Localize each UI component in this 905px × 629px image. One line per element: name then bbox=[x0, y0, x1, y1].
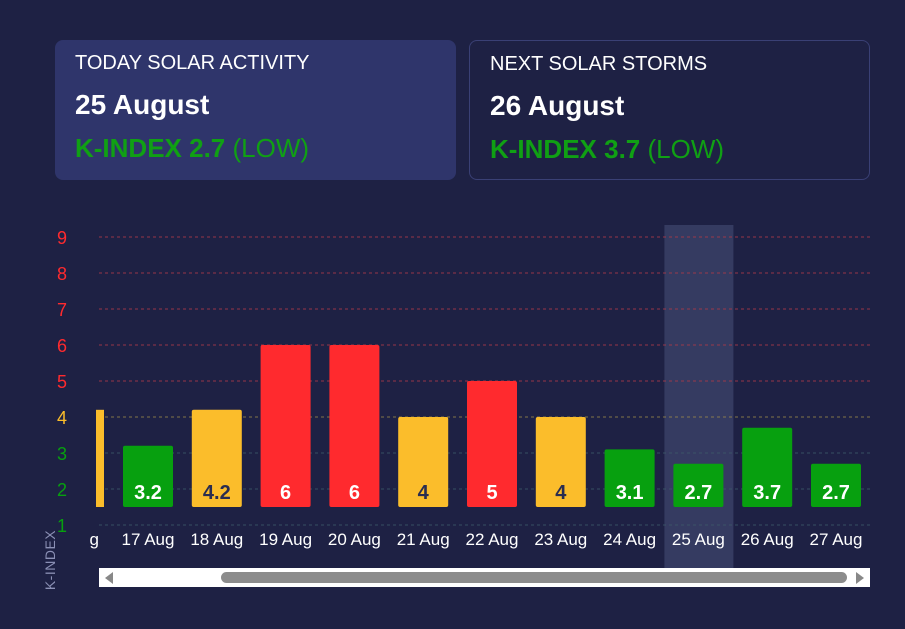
bar-18-aug bbox=[191, 409, 242, 507]
x-tick-label: 19 Aug bbox=[259, 530, 312, 549]
y-tick-label: 8 bbox=[57, 264, 67, 284]
y-tick-label: 4 bbox=[57, 408, 67, 428]
bar-value-label: 6 bbox=[349, 482, 360, 504]
bar-27-aug bbox=[811, 463, 861, 507]
x-tick-label: 22 Aug bbox=[466, 530, 519, 549]
bar-22-aug bbox=[467, 381, 517, 507]
x-tick-label: 20 Aug bbox=[328, 530, 381, 549]
y-tick-label: 5 bbox=[57, 372, 67, 392]
bar-value-label: 6 bbox=[280, 482, 291, 504]
next-card-label: NEXT SOLAR STORMS bbox=[490, 53, 708, 75]
k-index-chart-svg: 1 2 3 4 5 6 7 8 9 g 3.2 17 Aug 4.2 18 Aug 6 19 Aug 6 20 A… bbox=[57, 225, 870, 568]
y-tick-label: 7 bbox=[57, 300, 67, 320]
x-tick-label: 26 Aug bbox=[741, 530, 794, 549]
scroll-left-arrow-icon[interactable] bbox=[105, 572, 113, 584]
today-card-date: 25 August bbox=[75, 89, 210, 120]
highlight-column bbox=[664, 225, 734, 568]
y-tick-label: 2 bbox=[57, 480, 67, 500]
k-index-chart: 1 2 3 4 5 6 7 8 9 g 3.2 17 Aug 4.2 18 Aug 6 19 Aug 6 20 A… bbox=[0, 215, 905, 629]
y-tick-label: 3 bbox=[57, 444, 67, 464]
bar-26-aug bbox=[742, 427, 793, 507]
bar-23-aug bbox=[535, 417, 586, 507]
next-k-index-value: K-INDEX 3.7 bbox=[490, 134, 641, 164]
bar-value-label: 4.2 bbox=[203, 482, 231, 504]
chart-scrollbar[interactable] bbox=[99, 568, 870, 587]
y-axis-label: K-INDEX bbox=[42, 529, 58, 591]
scroll-right-arrow-icon[interactable] bbox=[856, 572, 864, 584]
y-tick-label: 9 bbox=[57, 228, 67, 248]
bar-value-label: 5 bbox=[486, 482, 497, 504]
bar-value-label: 3.1 bbox=[616, 482, 644, 504]
bar-24-aug bbox=[604, 449, 655, 507]
y-tick-label: 1 bbox=[57, 516, 67, 536]
x-tick-label: 27 Aug bbox=[810, 530, 863, 549]
next-card-date: 26 August bbox=[490, 90, 625, 121]
x-tick-label: 18 Aug bbox=[190, 530, 243, 549]
next-k-index-level: (LOW) bbox=[647, 134, 725, 164]
today-solar-activity-card: TODAY SOLAR ACTIVITY 25 August K-INDEX 2… bbox=[55, 40, 456, 180]
x-tick-label: 23 Aug bbox=[534, 530, 587, 549]
bar-25-aug bbox=[673, 463, 724, 507]
y-tick-label: 6 bbox=[57, 336, 67, 356]
bar-19-aug bbox=[260, 345, 311, 507]
bar-21-aug bbox=[398, 417, 449, 507]
x-tick-label: 17 Aug bbox=[122, 530, 175, 549]
bar-value-label: 4 bbox=[418, 482, 430, 504]
next-solar-storms-card: NEXT SOLAR STORMS 26 August K-INDEX 3.7 … bbox=[469, 40, 870, 180]
x-tick-label: 24 Aug bbox=[603, 530, 656, 549]
today-card-label: TODAY SOLAR ACTIVITY bbox=[75, 52, 310, 74]
today-k-index-value: K-INDEX 2.7 bbox=[75, 133, 226, 163]
bar-value-label: 3.7 bbox=[753, 482, 781, 504]
bar-20-aug bbox=[329, 345, 380, 507]
next-k-index: K-INDEX 3.7 (LOW) bbox=[490, 134, 849, 165]
bar-17-aug bbox=[123, 445, 173, 507]
bar-value-label: 2.7 bbox=[684, 482, 712, 504]
scroll-thumb[interactable] bbox=[221, 572, 847, 583]
bar-value-label: 3.2 bbox=[134, 482, 162, 504]
today-k-index-level: (LOW) bbox=[232, 133, 310, 163]
bar-value-label: 2.7 bbox=[822, 482, 850, 504]
x-tick-label: 21 Aug bbox=[397, 530, 450, 549]
bar-partial bbox=[96, 409, 104, 507]
today-k-index: K-INDEX 2.7 (LOW) bbox=[75, 133, 436, 164]
x-tick-label: 25 Aug bbox=[672, 530, 725, 549]
bar-value-label: 4 bbox=[555, 482, 567, 504]
x-tick-label-partial: g bbox=[90, 530, 99, 549]
